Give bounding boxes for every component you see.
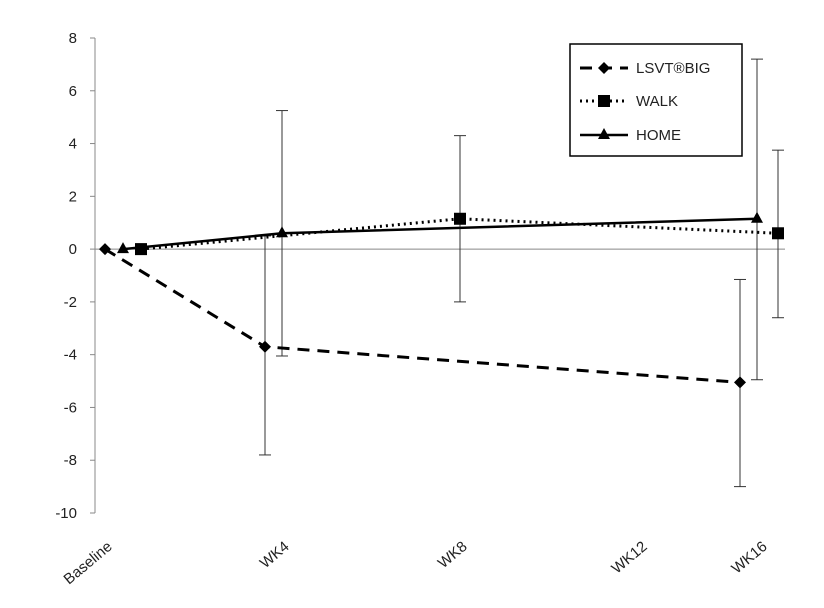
- x-tick-label: WK4: [257, 538, 293, 572]
- series-markers: [99, 211, 784, 389]
- data-point-triangle: [751, 211, 763, 223]
- y-tick-label: -6: [64, 399, 77, 416]
- y-tick-label: -4: [64, 347, 77, 364]
- legend-marker-triangle: [598, 128, 610, 139]
- y-tick-label: 2: [69, 188, 77, 205]
- data-point-diamond: [734, 376, 746, 389]
- series-line-dashed: [104, 247, 741, 384]
- legend-marker-square: [598, 95, 610, 107]
- y-tick-label: -2: [64, 294, 77, 311]
- y-tick-label: 8: [69, 30, 77, 47]
- legend-label: WALK: [636, 93, 678, 110]
- y-tick-label: 4: [69, 136, 77, 153]
- chart-axes: [90, 37, 785, 514]
- y-tick-labels: 8 6 4 2 0 -2 -4 -6 -8 -10: [55, 30, 77, 522]
- x-tick-label: WK12: [608, 538, 650, 577]
- data-point-diamond: [99, 243, 111, 256]
- legend: LSVT®BIG WALK HOME: [569, 43, 743, 157]
- data-point-square: [454, 212, 466, 225]
- x-tick-label: WK16: [728, 538, 770, 577]
- x-tick-labels: Baseline WK4 WK8 WK12 WK16: [61, 538, 771, 588]
- legend-label: HOME: [636, 127, 681, 144]
- data-point-square: [135, 243, 147, 256]
- series-line-solid: [122, 217, 758, 251]
- y-tick-label: 0: [69, 241, 77, 258]
- y-tick-label: -8: [64, 452, 77, 469]
- data-point-diamond: [259, 340, 271, 353]
- y-tick-label: 6: [69, 83, 77, 100]
- data-point-triangle: [117, 242, 129, 254]
- legend-label: LSVT®BIG: [636, 60, 710, 77]
- legend-marker-diamond: [598, 62, 610, 74]
- y-tick-label: -10: [55, 505, 77, 522]
- x-tick-label: WK8: [435, 538, 471, 572]
- x-tick-label: Baseline: [61, 538, 116, 588]
- data-point-square: [772, 227, 784, 240]
- series-lines: [104, 217, 779, 384]
- data-point-triangle: [276, 226, 288, 238]
